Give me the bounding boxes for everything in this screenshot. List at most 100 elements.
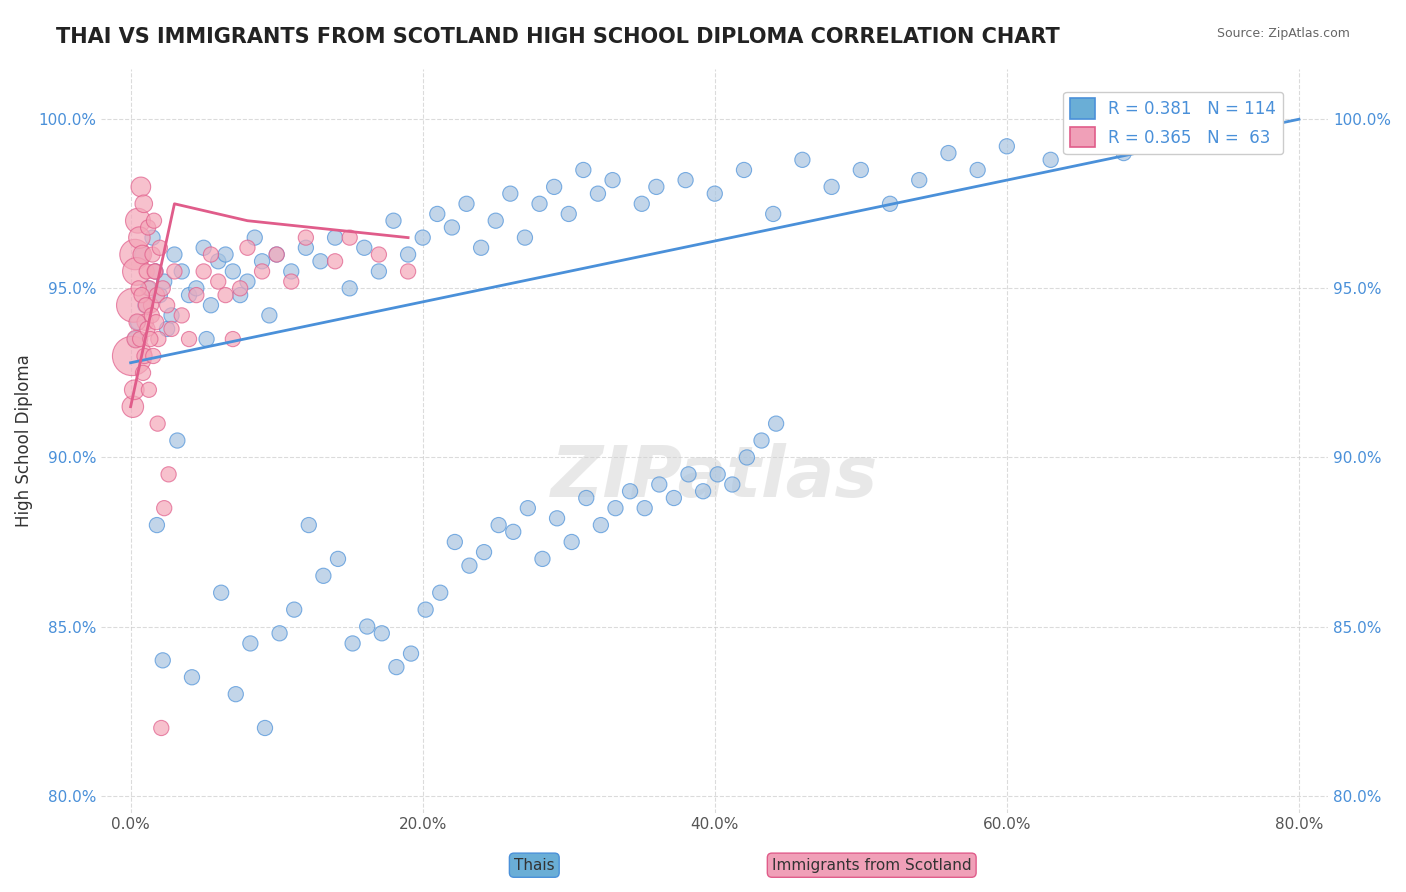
Point: [222, 264, 245, 278]
Point: [367, 264, 389, 278]
Point: [135, 298, 157, 312]
Point: [426, 207, 449, 221]
Point: [634, 501, 657, 516]
Point: [323, 230, 346, 244]
Point: [792, 153, 814, 167]
Point: [458, 558, 481, 573]
Point: [129, 180, 152, 194]
Point: [280, 264, 302, 278]
Point: [134, 315, 156, 329]
Point: [966, 163, 988, 178]
Point: [157, 467, 180, 482]
Point: [735, 450, 758, 465]
Legend: R = 0.381   N = 114, R = 0.365   N =  63: R = 0.381 N = 114, R = 0.365 N = 63: [1063, 92, 1284, 154]
Point: [648, 477, 671, 491]
Point: [485, 213, 508, 227]
Point: [250, 254, 273, 268]
Point: [692, 484, 714, 499]
Point: [266, 247, 288, 261]
Point: [132, 196, 155, 211]
Point: [166, 434, 188, 448]
Point: [269, 626, 291, 640]
Point: [214, 247, 236, 261]
Point: [751, 434, 773, 448]
Point: [253, 721, 276, 735]
Point: [125, 332, 148, 346]
Point: [146, 417, 169, 431]
Point: [127, 315, 149, 329]
Point: [470, 241, 492, 255]
Point: [125, 264, 148, 278]
Point: [181, 670, 204, 684]
Point: [134, 349, 156, 363]
Point: [124, 383, 146, 397]
Point: [356, 619, 378, 633]
Point: [250, 264, 273, 278]
Point: [177, 288, 200, 302]
Point: [371, 626, 394, 640]
Point: [1258, 112, 1281, 127]
Point: [531, 552, 554, 566]
Point: [605, 501, 627, 516]
Point: [229, 281, 252, 295]
Point: [575, 491, 598, 505]
Point: [156, 298, 179, 312]
Point: [163, 247, 186, 261]
Point: [127, 315, 149, 329]
Point: [177, 332, 200, 346]
Text: Immigrants from Scotland: Immigrants from Scotland: [772, 858, 972, 872]
Point: [645, 180, 668, 194]
Point: [134, 298, 156, 312]
Point: [1069, 129, 1091, 144]
Point: [472, 545, 495, 559]
Point: [283, 602, 305, 616]
Point: [367, 247, 389, 261]
Point: [1039, 153, 1062, 167]
Point: [323, 254, 346, 268]
Point: [124, 247, 146, 261]
Point: [135, 264, 157, 278]
Point: [160, 322, 183, 336]
Point: [186, 288, 208, 302]
Point: [209, 585, 232, 599]
Point: [602, 173, 624, 187]
Point: [207, 275, 229, 289]
Point: [339, 281, 361, 295]
Point: [630, 196, 652, 211]
Point: [589, 518, 612, 533]
Point: [149, 241, 172, 255]
Point: [399, 647, 422, 661]
Point: [131, 288, 153, 302]
Point: [229, 288, 252, 302]
Point: [295, 241, 318, 255]
Text: THAI VS IMMIGRANTS FROM SCOTLAND HIGH SCHOOL DIPLOMA CORRELATION CHART: THAI VS IMMIGRANTS FROM SCOTLAND HIGH SC…: [56, 27, 1060, 46]
Point: [995, 139, 1018, 153]
Point: [163, 264, 186, 278]
Point: [239, 636, 262, 650]
Point: [703, 186, 725, 201]
Point: [153, 275, 176, 289]
Point: [1142, 129, 1164, 144]
Point: [146, 288, 169, 302]
Y-axis label: High School Diploma: High School Diploma: [15, 354, 32, 527]
Point: [266, 247, 288, 261]
Point: [879, 196, 901, 211]
Point: [170, 309, 193, 323]
Point: [762, 207, 785, 221]
Point: [127, 213, 149, 227]
Point: [849, 163, 872, 178]
Point: [412, 230, 434, 244]
Point: [132, 366, 155, 380]
Point: [136, 281, 159, 295]
Point: [129, 332, 152, 346]
Point: [396, 247, 419, 261]
Point: [142, 349, 165, 363]
Point: [546, 511, 568, 525]
Point: [499, 186, 522, 201]
Point: [415, 602, 437, 616]
Point: [765, 417, 787, 431]
Point: [721, 477, 744, 491]
Point: [429, 585, 451, 599]
Point: [139, 332, 162, 346]
Point: [312, 569, 335, 583]
